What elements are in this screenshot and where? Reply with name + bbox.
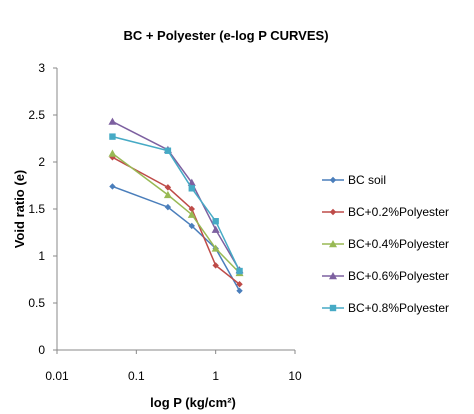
legend: BC soil BC+0.2%Polyester BC+0.4%Polyester B… (322, 173, 449, 315)
x-tick-label: 0.01 (45, 369, 69, 383)
data-point (164, 147, 172, 154)
y-tick-label: 2 (38, 155, 45, 169)
data-point (109, 133, 116, 140)
data-point (212, 218, 219, 225)
x-tick-label: 0.1 (128, 369, 145, 383)
legend-label: BC+0.6%Polyester (348, 269, 449, 283)
data-point (236, 267, 243, 275)
x-tick-label: 10 (288, 369, 302, 383)
data-point (188, 205, 195, 213)
data-point (211, 244, 220, 252)
data-point (164, 184, 172, 191)
data-point (212, 262, 219, 269)
x-tick-label: 1 (212, 369, 219, 383)
y-tick-label: 2.5 (28, 108, 45, 122)
data-point (236, 287, 243, 294)
data-point (108, 117, 117, 125)
y-tick-label: 1.5 (28, 202, 45, 216)
legend-swatch-marker (329, 176, 337, 184)
series-line (112, 120, 241, 271)
plot-area (56, 68, 295, 351)
legend-swatch-marker (329, 304, 337, 312)
series-5 (109, 133, 243, 275)
series-line (112, 135, 241, 272)
data-point (163, 190, 172, 199)
x-axis-title: log P (kg/cm²) (150, 395, 236, 410)
y-axis-title: Void ratio (e) (12, 170, 27, 248)
data-point (164, 203, 172, 211)
legend-item: BC+0.6%Polyester (322, 269, 449, 283)
y-tick-label: 3 (38, 61, 45, 75)
legend-label: BC soil (348, 173, 386, 187)
legend-item: BC+0.4%Polyester (322, 237, 449, 251)
y-tick-label: 0 (38, 343, 45, 357)
data-point (188, 185, 195, 192)
data-point (188, 222, 195, 230)
data-point (236, 281, 243, 288)
y-tick-label: 0.5 (28, 296, 45, 310)
legend-label: BC+0.4%Polyester (348, 237, 449, 251)
legend-label: BC+0.8%Polyester (348, 301, 449, 315)
series-line (112, 156, 240, 285)
legend-item: BC+0.2%Polyester (322, 205, 449, 219)
legend-label: BC+0.2%Polyester (348, 205, 449, 219)
legend-swatch-marker (329, 272, 337, 280)
data-point (187, 210, 196, 218)
legend-item: BC+0.8%Polyester (322, 301, 449, 315)
legend-item: BC soil (322, 173, 386, 187)
y-tick-label: 1 (38, 249, 45, 263)
y-ticks: 0 0.5 1 1.5 2 2.5 3 (28, 61, 57, 357)
legend-swatch-marker (329, 240, 337, 248)
data-point (108, 149, 117, 157)
data-point (211, 225, 220, 233)
series-group (108, 117, 244, 294)
chart-title: BC + Polyester (e-log P CURVES) (123, 28, 328, 43)
x-ticks: 0.01 0.1 1 10 (45, 350, 302, 383)
series-1 (109, 183, 243, 294)
legend-swatch-marker (329, 208, 337, 216)
series-2 (109, 154, 243, 288)
data-point (109, 183, 116, 190)
